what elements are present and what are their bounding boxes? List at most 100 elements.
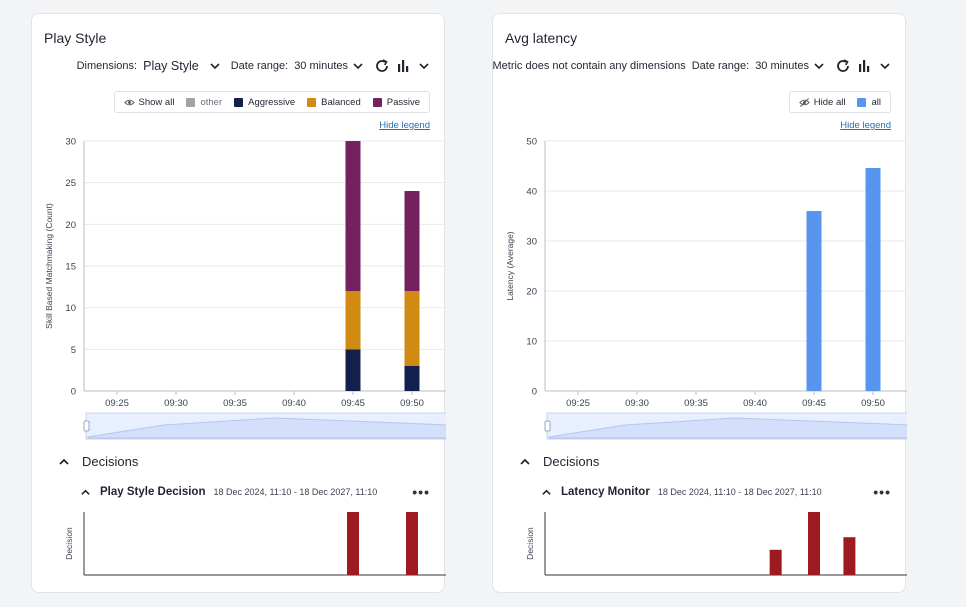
legend-item-all[interactable]: all (857, 97, 881, 108)
eye-icon (123, 99, 135, 105)
panel-toolbar: Dimensions: Play Style Date range: 30 mi… (77, 58, 430, 74)
decision-timeline: Decision (64, 512, 446, 576)
legend-toggle-hide-all[interactable]: Hide all (799, 97, 845, 108)
decisions-title: Decisions (543, 454, 600, 469)
chevron-down-icon[interactable] (879, 60, 891, 72)
dimensions-label: Dimensions: (76, 60, 138, 72)
hide-legend-link[interactable]: Hide legend (379, 120, 430, 131)
date-range-select[interactable]: 30 minutes (755, 60, 809, 72)
x-tick-label: 09:25 (105, 398, 129, 409)
x-tick-label: 09:50 (400, 398, 424, 409)
y-tick-label: 50 (526, 137, 537, 148)
chevron-up-icon[interactable] (80, 487, 91, 498)
y-tick-label: 40 (526, 187, 537, 198)
chevron-up-icon[interactable] (58, 456, 70, 468)
decision-timeline: Decision (525, 512, 907, 576)
x-tick-label: 09:45 (341, 398, 365, 409)
decision-axis-label: Decision (64, 527, 74, 560)
date-range-label: Date range: (230, 60, 289, 72)
avg-latency-chart: 0 10 20 30 40 50 Latency (Average) 09:25 09:30 09… (505, 137, 907, 440)
bar-segment (345, 291, 361, 350)
legend-item-label: Balanced (321, 96, 361, 108)
dimensions-select[interactable]: Play Style (143, 59, 199, 73)
legend-swatch (372, 97, 382, 107)
legend-toggle-label: Show all (138, 96, 175, 108)
decision-axis-label: Decision (525, 527, 535, 560)
y-tick-label: 10 (65, 303, 76, 314)
y-tick-label: 30 (65, 137, 76, 148)
y-tick-label: 0 (71, 387, 76, 398)
legend-item-aggressive[interactable]: Aggressive (234, 97, 295, 108)
navigator-area (87, 417, 446, 439)
decision-mark (808, 512, 820, 575)
decisions-header[interactable]: Decisions (58, 454, 138, 469)
navigator-handle-left (544, 420, 551, 432)
bar-chart-icon[interactable] (857, 58, 873, 74)
decisions-header[interactable]: Decisions (519, 454, 599, 469)
date-range-label: Date range: (691, 60, 750, 72)
chevron-up-icon[interactable] (541, 487, 552, 498)
x-tick-label: 09:30 (164, 398, 188, 409)
decision-name: Latency Monitor (561, 486, 650, 498)
bar-segment (404, 191, 420, 291)
x-tick-label: 09:45 (802, 398, 826, 409)
legend-item-balanced[interactable]: Balanced (307, 97, 361, 108)
x-tick-label: 09:35 (223, 398, 247, 409)
bar-segment (345, 349, 361, 391)
legend-item-other[interactable]: other (186, 97, 222, 108)
legend-item-label: other (200, 96, 223, 108)
y-tick-label: 25 (65, 178, 76, 189)
bar-segment (806, 211, 822, 391)
y-tick-label: 20 (65, 220, 76, 231)
panel-title: Play Style (44, 30, 107, 46)
x-tick-label: 09:35 (684, 398, 708, 409)
x-tick-label: 09:50 (861, 398, 885, 409)
decision-row: Latency Monitor 18 Dec 2024, 11:10 - 18 … (541, 484, 891, 500)
legend-item-label: Aggressive (248, 96, 296, 108)
navigator-handle-left (83, 420, 90, 432)
refresh-icon[interactable] (374, 58, 390, 74)
more-options-icon[interactable]: ••• (873, 484, 891, 500)
y-tick-label: 5 (71, 345, 76, 356)
bar-segment (404, 366, 420, 391)
more-options-icon[interactable]: ••• (412, 484, 430, 500)
decision-range: 18 Dec 2024, 11:10 - 18 Dec 2027, 11:10 (657, 487, 822, 497)
legend-item-passive[interactable]: Passive (372, 97, 420, 108)
legend-swatch (186, 97, 196, 107)
y-tick-label: 15 (65, 262, 76, 273)
decision-mark (769, 549, 782, 575)
chevron-down-icon[interactable] (813, 60, 825, 72)
panel-toolbar: Metric does not contain any dimensions D… (492, 58, 891, 74)
date-range-select[interactable]: 30 minutes (294, 60, 348, 72)
legend-swatch (857, 97, 867, 107)
navigator-area (548, 417, 907, 439)
hide-legend-link[interactable]: Hide legend (840, 120, 891, 131)
chevron-down-icon[interactable] (418, 60, 430, 72)
y-tick-label: 20 (526, 287, 537, 298)
decision-mark (843, 537, 856, 575)
chart-legend: Hide all all (788, 91, 891, 113)
metric-note: Metric does not contain any dimensions (492, 60, 686, 72)
legend-toggle-show-all[interactable]: Show all (123, 96, 175, 108)
y-tick-label: 0 (532, 387, 537, 398)
chart-legend: Show all other Aggressive Balanced Passi… (113, 91, 430, 113)
bar-chart-icon[interactable] (396, 58, 412, 74)
bar-segment (404, 291, 420, 366)
chevron-up-icon[interactable] (519, 456, 531, 468)
y-axis-label: Skill Based Matchmaking (Count) (44, 203, 54, 329)
decision-range: 18 Dec 2024, 11:10 - 18 Dec 2027, 11:10 (213, 487, 378, 497)
eye-off-icon (799, 97, 810, 107)
play-style-chart: 0 5 10 15 20 25 30 Skill Based Matchmaking (Cou… (44, 137, 446, 440)
legend-item-label: all (871, 96, 881, 108)
refresh-icon[interactable] (835, 58, 851, 74)
decision-mark (347, 512, 359, 575)
x-tick-label: 09:40 (743, 398, 767, 409)
y-tick-label: 30 (526, 237, 537, 248)
x-tick-label: 09:25 (566, 398, 590, 409)
chevron-down-icon[interactable] (209, 60, 221, 72)
decision-mark (406, 512, 418, 575)
decisions-title: Decisions (82, 454, 139, 469)
bar-segment (865, 168, 881, 391)
chevron-down-icon[interactable] (352, 60, 364, 72)
x-tick-label: 09:40 (282, 398, 306, 409)
